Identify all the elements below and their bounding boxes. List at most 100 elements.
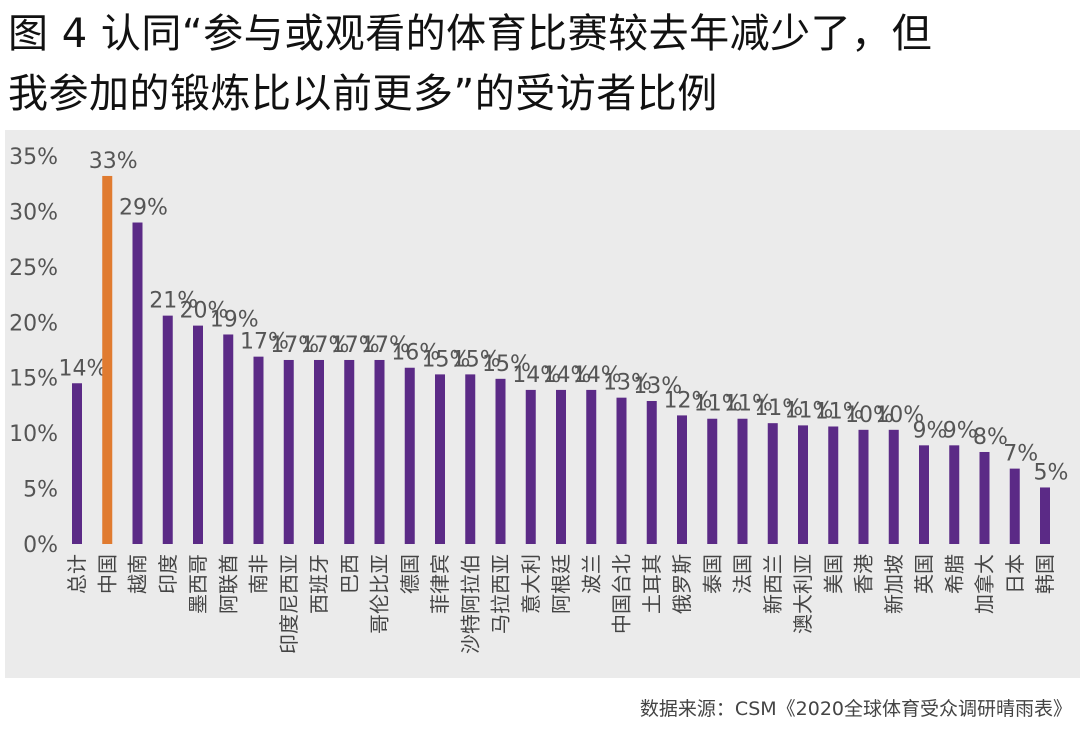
data-label: 19% xyxy=(210,307,259,332)
data-label: 9% xyxy=(913,418,948,443)
category-label: 德国 xyxy=(398,554,422,594)
bar xyxy=(132,222,143,544)
data-label: 13% xyxy=(603,371,652,396)
category-label: 新加坡 xyxy=(882,554,906,614)
data-label: 15% xyxy=(422,347,471,372)
data-label: 9% xyxy=(943,418,978,443)
bar xyxy=(314,359,324,544)
bar xyxy=(858,429,869,544)
category-label: 日本 xyxy=(1003,554,1027,594)
data-label: 15% xyxy=(482,352,531,377)
data-label: 13% xyxy=(633,374,682,399)
bar xyxy=(556,389,566,544)
bar xyxy=(223,334,234,544)
bar xyxy=(677,415,687,544)
bar xyxy=(798,425,808,544)
category-label: 中国台北 xyxy=(610,554,634,634)
category-label: 印度尼西亚 xyxy=(277,554,301,654)
bar xyxy=(919,445,929,544)
category-label: 俄罗斯 xyxy=(670,554,694,614)
data-label: 20% xyxy=(180,299,229,324)
y-tick-label: 5% xyxy=(23,478,58,503)
bar xyxy=(1040,487,1050,544)
bar xyxy=(495,378,506,544)
data-label: 29% xyxy=(119,196,168,221)
bar xyxy=(193,325,203,544)
data-label: 14% xyxy=(59,356,108,381)
data-label: 11% xyxy=(724,392,773,417)
category-label: 香港 xyxy=(852,554,876,594)
source-note: 数据来源：CSM《2020全球体育受众调研晴雨表》 xyxy=(639,698,1072,720)
category-label: 南非 xyxy=(247,554,271,594)
bar xyxy=(525,389,536,544)
category-label: 意大利 xyxy=(519,554,543,614)
data-label: 11% xyxy=(785,398,834,423)
category-label: 总计 xyxy=(65,554,89,594)
bar xyxy=(737,418,748,544)
category-label: 马拉西亚 xyxy=(489,554,513,634)
bar xyxy=(404,367,415,544)
data-label: 14% xyxy=(573,363,622,388)
data-label: 12% xyxy=(664,388,713,413)
y-tick-label: 25% xyxy=(9,256,58,281)
bar xyxy=(586,389,597,544)
category-label: 泰国 xyxy=(700,554,724,594)
bar xyxy=(888,429,899,544)
chart-title: 图 4 认同“参与或观看的体育比赛较去年减少了，但 我参加的锻炼比以前更多”的受… xyxy=(8,11,933,117)
bar xyxy=(646,400,657,544)
data-label: 15% xyxy=(452,347,501,372)
category-label: 墨西哥 xyxy=(186,554,210,614)
bar xyxy=(374,359,385,544)
bar xyxy=(344,359,355,544)
data-label: 17% xyxy=(270,333,319,358)
bar xyxy=(72,383,82,544)
bar xyxy=(253,356,264,544)
category-label: 沙特阿拉伯 xyxy=(458,554,482,654)
y-tick-label: 30% xyxy=(9,200,58,225)
bar xyxy=(283,359,294,544)
category-label: 希腊 xyxy=(942,554,966,594)
data-label: 10% xyxy=(875,403,924,428)
bar xyxy=(435,374,445,544)
y-tick-label: 15% xyxy=(9,367,58,392)
category-label: 印度 xyxy=(156,554,180,594)
data-label: 17% xyxy=(361,333,410,358)
bar xyxy=(949,445,960,544)
category-label: 新西兰 xyxy=(761,554,785,614)
data-label: 21% xyxy=(149,289,198,314)
category-label: 澳大利亚 xyxy=(791,554,815,634)
category-label: 加拿大 xyxy=(973,554,997,614)
bar xyxy=(465,374,476,544)
category-label: 英国 xyxy=(912,554,936,594)
data-label: 16% xyxy=(391,341,440,366)
data-label: 14% xyxy=(543,363,592,388)
category-label: 巴西 xyxy=(337,554,361,594)
data-label: 11% xyxy=(754,396,803,421)
data-label: 11% xyxy=(815,399,864,424)
data-label: 33% xyxy=(89,149,138,174)
data-label: 7% xyxy=(1003,442,1038,467)
bar xyxy=(102,175,113,544)
category-label: 越南 xyxy=(126,554,150,594)
y-tick-label: 0% xyxy=(23,533,58,558)
bar xyxy=(162,315,173,544)
data-label: 17% xyxy=(240,330,289,355)
y-tick-label: 35% xyxy=(9,145,58,170)
data-label: 8% xyxy=(973,425,1008,450)
category-label: 土耳其 xyxy=(640,554,664,614)
category-label: 阿联酋 xyxy=(216,554,240,614)
bar xyxy=(828,426,839,544)
category-label: 阿根廷 xyxy=(549,554,573,614)
data-label: 17% xyxy=(331,333,380,358)
bar xyxy=(1009,468,1020,544)
data-label: 17% xyxy=(301,333,350,358)
data-label: 5% xyxy=(1034,460,1069,485)
category-label: 西班牙 xyxy=(307,554,331,614)
category-label: 哥伦比亚 xyxy=(368,554,392,634)
y-tick-label: 10% xyxy=(9,422,58,447)
category-label: 美国 xyxy=(821,554,845,594)
data-label: 11% xyxy=(694,392,743,417)
category-label: 中国 xyxy=(95,554,119,594)
category-label: 菲律宾 xyxy=(428,554,452,614)
bar xyxy=(616,397,627,544)
